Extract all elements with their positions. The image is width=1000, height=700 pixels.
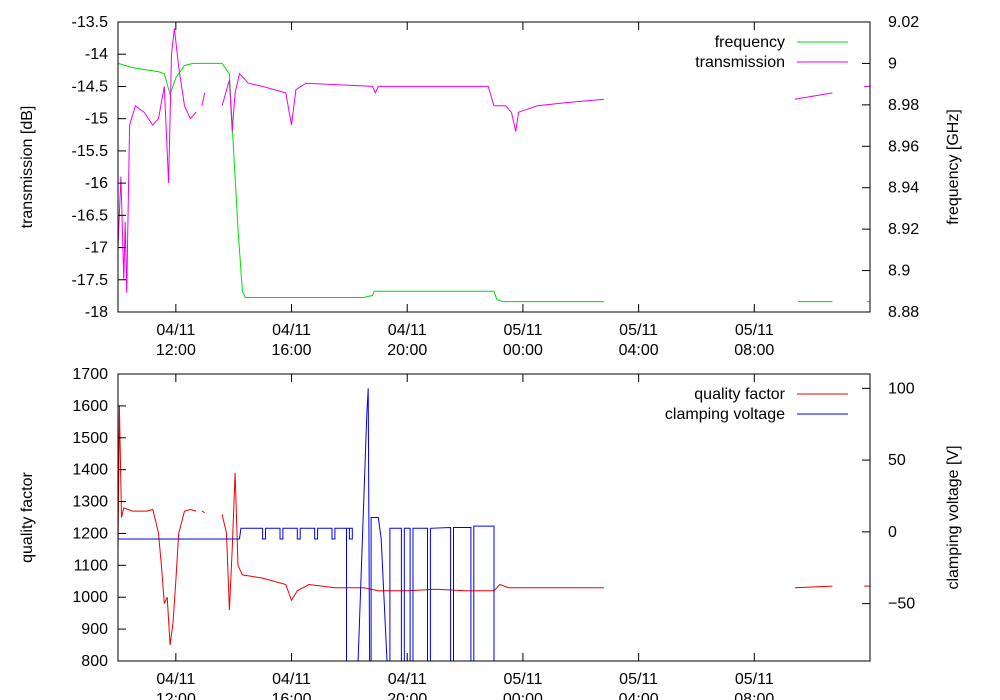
x-tick-time: 00:00: [503, 691, 543, 700]
y-right-tick-label: 8.88: [888, 304, 919, 321]
x-tick-time: 04:00: [619, 691, 659, 700]
y-right-tick-label: 50: [888, 452, 906, 469]
series-quality-factor: [118, 405, 870, 646]
x-tick-time: 20:00: [387, 691, 427, 700]
series-line: [201, 510, 206, 514]
y-left-tick-label: 1200: [72, 525, 108, 542]
x-tick-date: 04/11: [156, 671, 195, 688]
x-tick-date: 05/11: [619, 671, 658, 688]
y-left-tick-label: 1500: [72, 430, 108, 447]
transmission-frequency-panel: -13.5 -14 -14.5 -15 -15.5 -16 -16.5 -17 -17.5 -18…: [19, 14, 962, 359]
x-tick-time: 20:00: [387, 342, 427, 359]
y-left-tick-label: -15: [85, 111, 108, 128]
series-line: [221, 72, 604, 132]
y-right-axis-label: frequency [GHz]: [945, 109, 962, 225]
x-tick-date: 04/11: [272, 322, 311, 339]
x-tick-date: 04/11: [388, 322, 427, 339]
series-line: [221, 472, 604, 611]
y-left-tick-label: 1100: [74, 557, 109, 574]
y-right-tick-label: 9.02: [888, 14, 919, 31]
y-left-tick-label: 900: [81, 621, 108, 638]
y-left-tick-label: 1600: [72, 398, 108, 415]
series-line: [794, 585, 833, 589]
y-left-tick-label: -18: [85, 304, 108, 321]
x-tick-date: 04/11: [156, 322, 195, 339]
x-tick-date: 05/11: [503, 322, 542, 339]
legend-label: quality factor: [694, 386, 785, 403]
y-left-tick-label: -14: [85, 46, 108, 63]
x-tick-date: 05/11: [619, 322, 658, 339]
y-left-axis-label: quality factor: [19, 471, 36, 562]
x-tick-time: 08:00: [734, 691, 774, 700]
y-left-tick-label: 1400: [72, 462, 108, 479]
legend-label: clamping voltage: [665, 406, 785, 423]
series-line: [118, 527, 353, 540]
y-right-axis-label: clamping voltage [V]: [945, 445, 962, 589]
series-line: [357, 388, 371, 661]
y-left-tick-label: 1000: [72, 589, 108, 606]
y-left-tick-label: -14.5: [72, 78, 109, 95]
y-right-tick-label: 8.9: [888, 263, 910, 280]
plot-frame: [117, 21, 871, 313]
y-left-tick-label: 800: [81, 653, 108, 670]
legend-label: transmission: [695, 54, 785, 71]
y-right-tick-label: 9: [888, 55, 897, 72]
x-tick-time: 12:00: [156, 342, 196, 359]
x-tick-date: 05/11: [735, 322, 774, 339]
x-tick-time: 16:00: [272, 342, 312, 359]
y-right-tick-label: 0: [888, 524, 897, 541]
y-left-tick-label: -16.5: [72, 207, 109, 224]
x-tick-time: 12:00: [156, 691, 196, 700]
y-right-tick-label: 100: [888, 380, 915, 397]
series-line: [118, 405, 197, 646]
plot-frame: [117, 373, 871, 662]
series-line: [201, 92, 206, 106]
x-tick-date: 04/11: [272, 671, 311, 688]
series-line: [118, 62, 604, 303]
y-left-axis-label: transmission [dB]: [19, 106, 36, 229]
x-tick-time: 08:00: [734, 342, 774, 359]
series-line: [794, 92, 833, 100]
y-left-tick-label: -16: [85, 175, 108, 192]
series-line: [118, 28, 197, 293]
y-left-tick-label: 1300: [72, 494, 108, 511]
x-tick-time: 00:00: [503, 342, 543, 359]
legend-label: frequency: [715, 34, 785, 51]
y-left-tick-label: -15.5: [72, 143, 109, 160]
y-left-tick-label: -17: [85, 240, 108, 257]
y-left-tick-label: 1700: [72, 366, 108, 383]
y-right-tick-label: 8.96: [888, 138, 919, 155]
y-right-tick-label: 8.94: [888, 180, 919, 197]
x-tick-date: 04/11: [388, 671, 427, 688]
y-right-tick-label: 8.98: [888, 97, 919, 114]
y-left-tick-label: -13.5: [72, 14, 109, 31]
y-right-tick-label: 8.92: [888, 221, 919, 238]
x-tick-date: 05/11: [503, 671, 542, 688]
series-line: [370, 517, 495, 661]
x-tick-time: 16:00: [272, 691, 312, 700]
series-clamping-voltage: [118, 388, 495, 661]
quality-clamping-panel: 1700160015001400130012001100100090080010…: [19, 366, 962, 700]
y-left-tick-label: -17.5: [72, 272, 109, 289]
x-tick-date: 05/11: [735, 671, 774, 688]
x-tick-time: 04:00: [619, 342, 659, 359]
series-transmission: [118, 28, 870, 293]
y-right-tick-label: −50: [888, 596, 915, 613]
